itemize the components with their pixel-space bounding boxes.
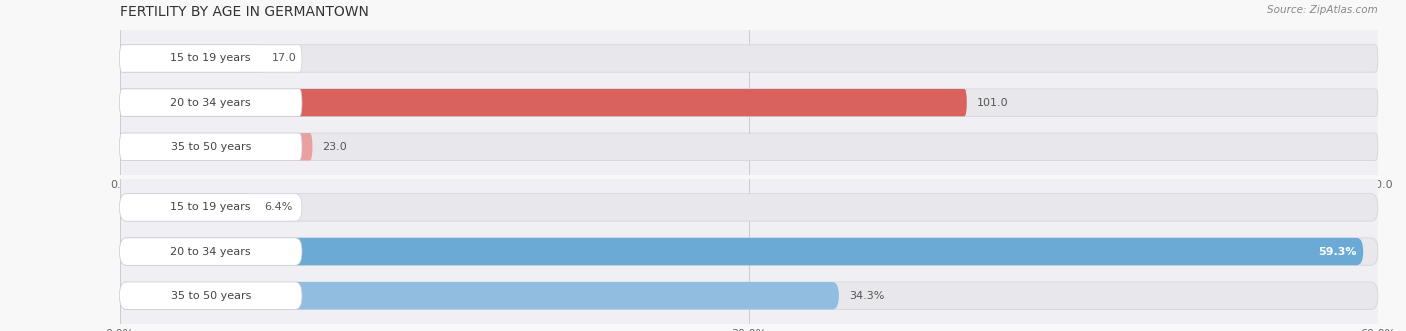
FancyBboxPatch shape [120,89,1378,116]
Text: FERTILITY BY AGE IN GERMANTOWN: FERTILITY BY AGE IN GERMANTOWN [120,5,368,19]
FancyBboxPatch shape [120,89,302,116]
FancyBboxPatch shape [120,45,1378,72]
FancyBboxPatch shape [120,89,967,116]
FancyBboxPatch shape [120,194,302,221]
FancyBboxPatch shape [120,133,302,161]
Text: 15 to 19 years: 15 to 19 years [170,203,252,213]
FancyBboxPatch shape [120,45,302,72]
FancyBboxPatch shape [120,194,253,221]
Text: 15 to 19 years: 15 to 19 years [170,54,252,64]
Text: 35 to 50 years: 35 to 50 years [170,142,250,152]
Text: 20 to 34 years: 20 to 34 years [170,98,252,108]
Text: 59.3%: 59.3% [1319,247,1357,257]
FancyBboxPatch shape [120,238,1364,265]
Text: 20 to 34 years: 20 to 34 years [170,247,252,257]
FancyBboxPatch shape [120,282,1378,309]
Text: 6.4%: 6.4% [264,203,292,213]
FancyBboxPatch shape [120,133,312,161]
FancyBboxPatch shape [120,194,1378,221]
FancyBboxPatch shape [120,282,839,309]
FancyBboxPatch shape [120,133,1378,161]
Text: 23.0: 23.0 [322,142,347,152]
FancyBboxPatch shape [120,45,262,72]
FancyBboxPatch shape [120,238,1378,265]
Text: 17.0: 17.0 [273,54,297,64]
FancyBboxPatch shape [120,238,302,265]
Text: 34.3%: 34.3% [849,291,884,301]
Text: Source: ZipAtlas.com: Source: ZipAtlas.com [1267,5,1378,15]
Text: 101.0: 101.0 [977,98,1008,108]
FancyBboxPatch shape [120,282,302,309]
Text: 35 to 50 years: 35 to 50 years [170,291,250,301]
